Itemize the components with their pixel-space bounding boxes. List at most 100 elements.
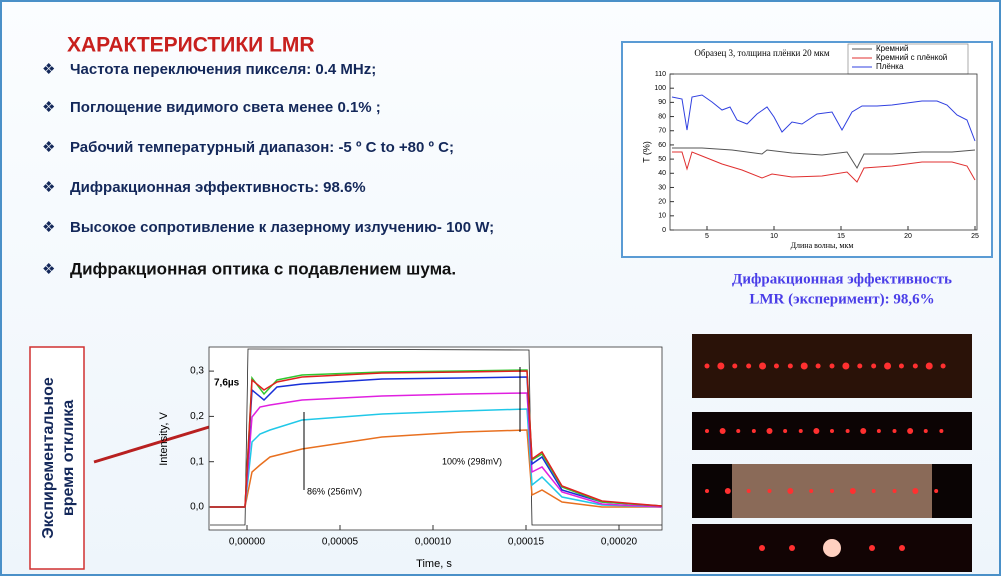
y-axis-label: Intensity, V <box>158 412 170 466</box>
bullet-list: ❖ Частота переключения пикселя: 0.4 MHz; ❖… <box>42 61 494 279</box>
spectrum-title: Образец 3, толщина плёнки 20 мкм <box>694 48 830 58</box>
y-tick-label: 50 <box>658 156 666 163</box>
x-tick-label: 0,00010 <box>415 537 452 548</box>
x-tick-label: 20 <box>904 233 912 240</box>
laser-spot <box>860 428 867 434</box>
laser-spot <box>766 428 773 434</box>
response-axes <box>208 346 663 531</box>
laser-spot <box>857 363 863 369</box>
laser-spot <box>704 363 710 369</box>
y-tick-label: 30 <box>658 184 666 191</box>
silicon-curve <box>672 147 976 170</box>
spectrum-ticks: 0 10 20 30 40 50 60 70 80 90 100 110 5 10 15 20 25 <box>654 71 979 240</box>
laser-spot <box>705 489 709 493</box>
bullet-icon: ❖ <box>42 219 55 236</box>
laser-spot <box>705 429 709 433</box>
caption-line: Дифракционная эффективность <box>732 271 952 287</box>
laser-spot <box>823 539 841 557</box>
y-tick-label: 100 <box>654 85 666 92</box>
laser-spot <box>719 428 726 434</box>
bullet-icon: ❖ <box>42 99 55 116</box>
annotation: 100% (298mV) <box>442 456 502 466</box>
laser-spot <box>830 489 834 493</box>
laser-spot <box>813 428 820 434</box>
laser-spot <box>899 545 905 551</box>
laser-spot <box>940 363 946 369</box>
bullet-icon: ❖ <box>42 179 55 196</box>
x-tick-label: 0,00015 <box>508 537 545 548</box>
x-tick-label: 0,00020 <box>601 537 638 548</box>
y-tick-label: 0,2 <box>190 411 204 422</box>
y-tick-label: 90 <box>658 99 666 106</box>
x-tick-label: 15 <box>837 233 845 240</box>
legend-label: Плёнка <box>876 62 904 71</box>
laser-spot <box>892 429 897 433</box>
bullet-icon: ❖ <box>42 261 55 278</box>
x-tick-label: 0,00005 <box>322 537 359 548</box>
annotation: 7,6µs <box>214 378 240 389</box>
x-axis-label: Длина волны, мкм <box>791 241 854 250</box>
laser-spot <box>912 363 918 369</box>
laser-spot <box>809 489 814 493</box>
laser-spot <box>892 489 897 493</box>
caption-line: LMR (эксперимент): 98,6% <box>749 291 934 307</box>
laser-spot <box>746 363 752 369</box>
laser-spot <box>767 489 772 493</box>
y-tick-label: 80 <box>658 113 666 120</box>
laser-spot <box>759 362 767 370</box>
title: ХАРАКТЕРИСТИКИ LMR <box>67 34 315 57</box>
laser-spot <box>815 363 821 369</box>
spectrum-axes <box>669 73 978 231</box>
laser-spot <box>732 363 738 369</box>
laser-spot <box>789 545 795 551</box>
laser-spot <box>798 429 803 433</box>
bullet-text: Частота переключения пикселя: 0.4 MHz; <box>70 61 376 78</box>
bullet-text: Поглощение видимого света менее 0.1% ; <box>70 99 381 116</box>
laser-spot <box>923 429 928 433</box>
laser-spot <box>884 362 892 370</box>
film-on-silicon-curve <box>672 151 976 183</box>
y-axis-label: T (%) <box>641 141 651 163</box>
legend-label: Кремний <box>876 44 908 53</box>
side-label: Экспирементальное <box>40 377 57 539</box>
y-tick-label: 0,3 <box>190 366 204 377</box>
laser-spot <box>830 429 834 433</box>
laser-spot <box>751 429 756 433</box>
bullet-icon: ❖ <box>42 139 55 156</box>
laser-spot <box>736 429 741 433</box>
y-tick-label: 110 <box>655 71 666 78</box>
side-label-box <box>29 346 85 570</box>
laser-spot <box>925 362 933 370</box>
laser-spot <box>842 362 850 370</box>
legend-label: Кремний с плёнкой <box>876 53 947 62</box>
laser-spot <box>876 429 881 433</box>
laser-spot <box>912 488 919 494</box>
laser-spot <box>898 363 904 369</box>
laser-spot <box>871 489 876 493</box>
laser-spot <box>787 488 794 494</box>
laser-spot <box>800 362 808 370</box>
trigger-curve <box>210 348 662 526</box>
bullet-text: Дифракционная оптика с подавлением шума. <box>70 259 456 278</box>
laser-spot <box>934 489 939 493</box>
laser-spot <box>773 363 779 369</box>
y-tick-label: 40 <box>658 170 666 177</box>
laser-spot <box>845 429 850 433</box>
y-tick-label: 0,1 <box>190 456 204 467</box>
laser-spot <box>849 488 856 494</box>
laser-spot <box>746 489 751 493</box>
laser-spot <box>787 363 793 369</box>
bullet-icon: ❖ <box>42 61 55 78</box>
y-tick-label: 20 <box>658 198 666 205</box>
x-axis-label: Time, s <box>416 558 452 570</box>
laser-spot <box>939 429 944 433</box>
laser-spot <box>869 545 875 551</box>
y-tick-label: 10 <box>658 213 666 220</box>
bullet-text: Рабочий температурный диапазон: -5 º C t… <box>70 139 454 156</box>
laser-spot <box>907 428 914 434</box>
spectrum-frame <box>621 41 993 258</box>
side-label: время отклика <box>60 400 77 516</box>
